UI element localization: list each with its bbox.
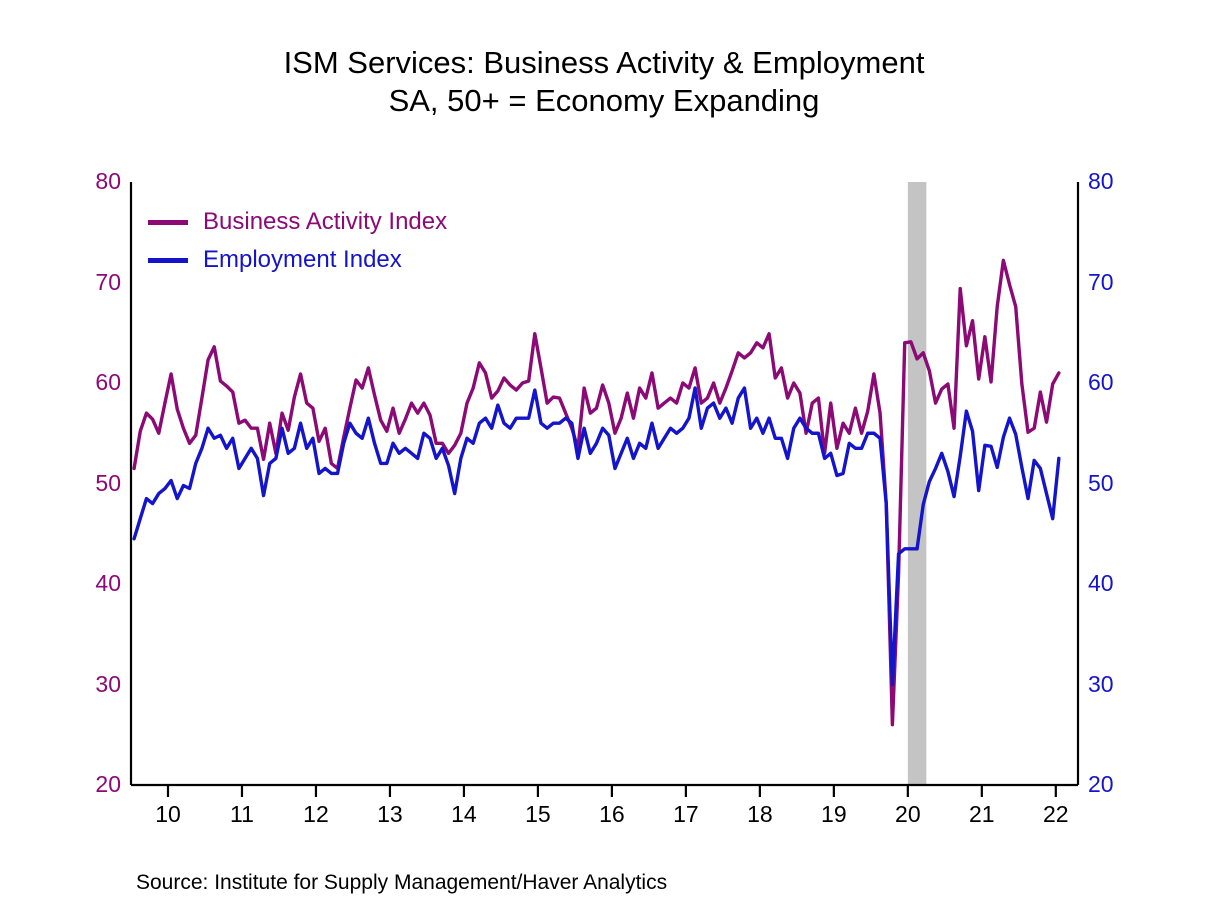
y-axis-right-tick-50: 50 [1088, 469, 1114, 496]
legend-label-employment: Employment Index [203, 246, 402, 273]
x-axis-label-18: 18 [747, 801, 773, 827]
y-axis-right-tick-60: 60 [1088, 369, 1114, 395]
series-line-employment [132, 386, 1061, 687]
legend-swatch-business-activity [148, 219, 188, 225]
y-axis-right-tick-40: 40 [1088, 570, 1114, 596]
x-axis-label-22: 22 [1043, 801, 1069, 827]
y-axis-left-tick-40: 40 [95, 570, 121, 596]
x-axis-label-16: 16 [599, 801, 625, 827]
page-title: ISM Services: Business Activity & Employ… [283, 45, 925, 80]
y-axis-right-tick-70: 70 [1088, 268, 1114, 295]
y-axis-right-tick-30: 30 [1088, 670, 1114, 697]
x-axis-label-20: 20 [895, 801, 921, 827]
x-axis-label-12: 12 [303, 801, 329, 827]
x-axis-label-14: 14 [451, 801, 477, 827]
legend-swatch-employment [148, 257, 188, 263]
axes-group [129, 182, 1080, 797]
x-axis-label-11: 11 [230, 801, 254, 827]
x-axis-label-21: 21 [969, 801, 995, 827]
recession-band-covid [907, 182, 927, 785]
y-axis-left-tick-70: 70 [95, 268, 121, 295]
y-axis-right-tick-20: 20 [1088, 771, 1114, 797]
recession-band-group [907, 182, 927, 785]
x-axis-label-19: 19 [821, 801, 847, 827]
series-paths-group [132, 258, 1061, 727]
x-axis-label-13: 13 [377, 801, 403, 827]
y-axis-left-tick-80: 80 [95, 168, 121, 194]
legend-item-employment: Employment Index [148, 241, 548, 279]
y-axis-left-tick-60: 60 [95, 369, 121, 395]
series-line-business-activity [132, 258, 1061, 727]
x-axis-label-17: 17 [673, 801, 699, 827]
y-axis-left-tick-20: 20 [95, 771, 121, 797]
y-axis-left-tick-50: 50 [95, 469, 121, 496]
legend-item-business-activity: Business Activity Index [148, 203, 548, 241]
legend-label-business-activity: Business Activity Index [203, 208, 448, 235]
x-axis-label-10: 10 [155, 801, 181, 827]
y-axis-left-tick-30: 30 [95, 670, 121, 697]
chart-title-block: ISM Services: Business Activity & Employ… [0, 44, 1208, 120]
page-subtitle: SA, 50+ = Economy Expanding [388, 83, 820, 118]
chart-legend: Business Activity Index Employment Index [148, 203, 548, 279]
x-axis-label-15: 15 [525, 801, 551, 827]
y-axis-right-tick-80: 80 [1088, 168, 1114, 194]
source-note: Source: Institute for Supply Management/… [136, 871, 668, 894]
